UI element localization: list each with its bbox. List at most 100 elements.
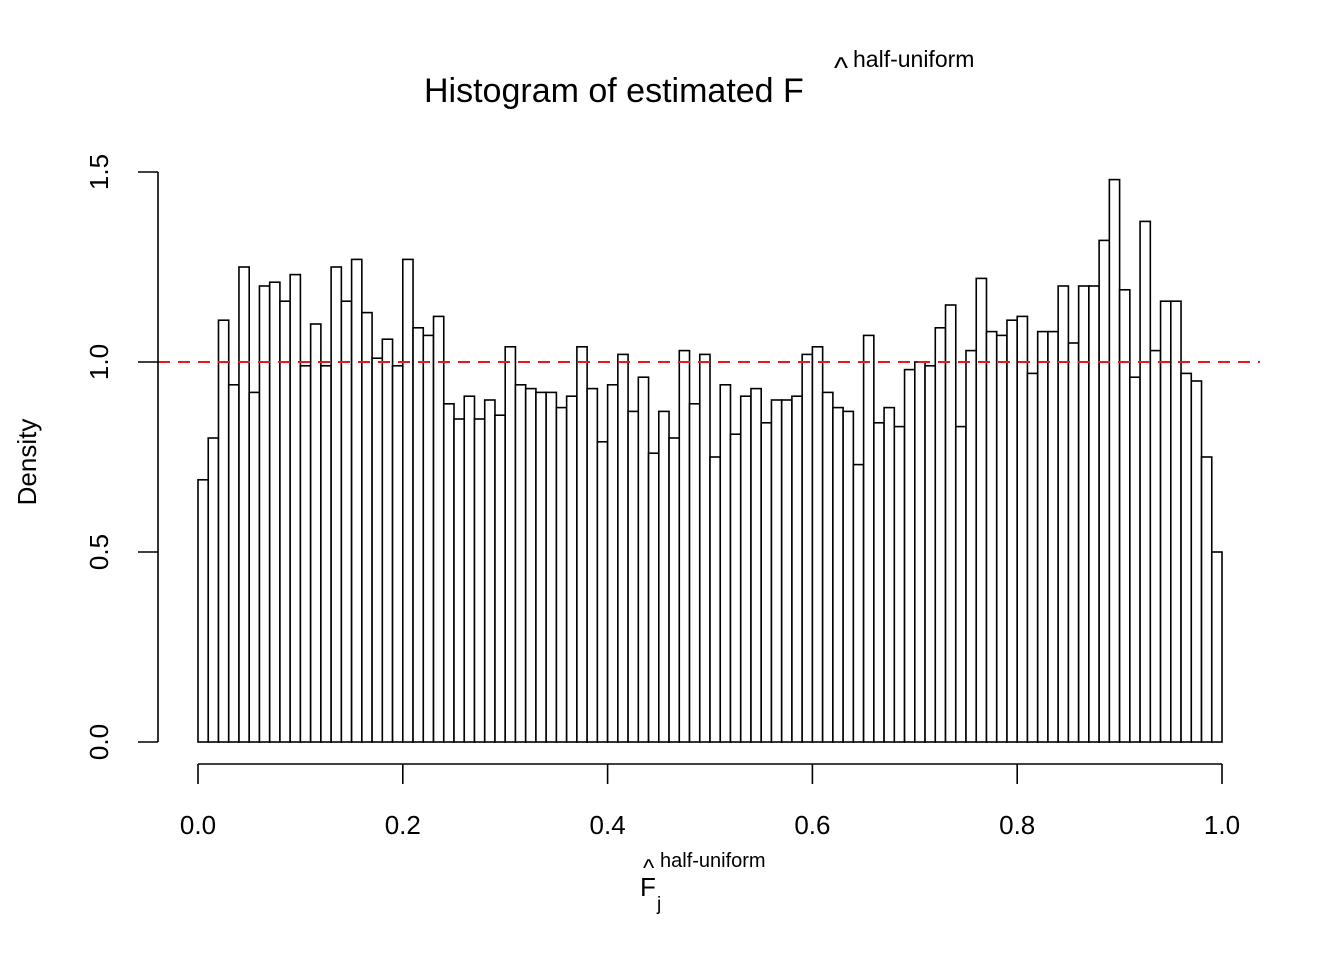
- y-tick-label: 0.0: [84, 724, 114, 760]
- histogram-bar: [412, 326, 425, 743]
- histogram-bar: [309, 323, 322, 743]
- chart-title: Histogram of estimated F: [424, 72, 804, 110]
- histogram-bar: [873, 421, 885, 743]
- histogram-bar: [299, 364, 312, 743]
- histogram-bar: [1006, 319, 1019, 743]
- histogram-bar: [1118, 288, 1131, 743]
- histogram-bar: [1129, 376, 1141, 743]
- histogram-bars: [197, 178, 1223, 743]
- histogram-bar: [1149, 349, 1162, 743]
- chart-title-hat: ^: [834, 52, 848, 85]
- histogram-bar: [934, 326, 947, 743]
- histogram-bar: [565, 395, 578, 743]
- histogram-bar: [1016, 315, 1029, 743]
- histogram-bar: [606, 383, 619, 743]
- histogram-bar: [954, 425, 967, 743]
- histogram-bar: [514, 383, 527, 743]
- histogram-bar: [985, 330, 998, 743]
- histogram-bar: [709, 456, 722, 743]
- chart-title-symbol: F: [783, 72, 804, 110]
- histogram-bar: [350, 258, 363, 743]
- histogram-bar: [1036, 330, 1049, 743]
- histogram-bar: [1210, 551, 1223, 743]
- histogram-bar: [1180, 372, 1193, 743]
- histogram-bar: [391, 364, 404, 743]
- histogram-bar: [903, 368, 916, 743]
- y-axis-label: Density: [12, 419, 42, 506]
- histogram-bar: [719, 383, 732, 743]
- histogram-bar: [422, 334, 435, 743]
- histogram-bar: [463, 395, 476, 743]
- x-tick-label: 0.0: [180, 810, 216, 840]
- histogram-bar: [1139, 220, 1152, 743]
- histogram-bar: [535, 391, 547, 743]
- chart-title-main: Histogram of estimated: [424, 72, 783, 110]
- histogram-bar: [207, 437, 220, 743]
- histogram-bar: [995, 334, 1008, 743]
- histogram-bar: [883, 406, 896, 743]
- histogram-bar: [852, 463, 865, 743]
- histogram-bar: [975, 277, 988, 743]
- y-axis: 0.0 0.5 1.0 1.5: [84, 154, 159, 760]
- histogram-bar: [811, 345, 824, 743]
- y-tick-label: 0.5: [84, 534, 114, 570]
- histogram-bar: [760, 421, 773, 743]
- histogram-bar: [739, 395, 752, 743]
- histogram-bar: [1108, 178, 1121, 743]
- x-axis-label-hat: ^: [643, 855, 655, 882]
- chart-title-superscript: half-uniform: [853, 46, 974, 72]
- histogram-bar: [791, 395, 803, 743]
- histogram-bar: [688, 402, 701, 743]
- histogram-bar: [268, 281, 281, 743]
- x-tick-label: 0.8: [999, 810, 1035, 840]
- histogram-bar: [330, 266, 343, 743]
- histogram-bar: [586, 387, 599, 743]
- histogram-bar: [678, 349, 691, 743]
- histogram-bar: [453, 418, 466, 743]
- histogram-bar: [227, 383, 240, 743]
- histogram-bar: [432, 315, 445, 743]
- histogram-bar: [893, 425, 906, 743]
- histogram-bar: [842, 410, 855, 743]
- histogram-bar: [617, 353, 629, 743]
- x-axis: 0.0 0.2 0.4 0.6 0.8 1.0: [180, 763, 1240, 840]
- histogram-bar: [821, 391, 834, 743]
- histogram-bar: [1170, 300, 1182, 743]
- y-tick-label: 1.5: [84, 154, 114, 190]
- histogram-bar: [442, 402, 455, 743]
- histogram-bar: [1026, 372, 1039, 743]
- histogram-bar: [371, 357, 384, 743]
- histogram-bar: [729, 433, 742, 743]
- histogram-bar: [913, 361, 926, 743]
- histogram-bar: [494, 414, 506, 743]
- histogram-bar: [832, 406, 844, 743]
- histogram-bar: [320, 364, 332, 743]
- histogram-bar: [780, 399, 793, 743]
- histogram-bar: [944, 304, 957, 743]
- histogram-bar: [596, 440, 609, 743]
- histogram-bar: [647, 452, 660, 743]
- x-tick-label: 0.4: [590, 810, 626, 840]
- x-tick-label: 1.0: [1204, 810, 1240, 840]
- histogram-bar: [381, 338, 394, 743]
- histogram-bar: [279, 300, 291, 743]
- histogram-bar: [576, 345, 588, 743]
- histogram-bar: [1088, 285, 1100, 743]
- histogram-bar: [1098, 239, 1111, 743]
- histogram-bar: [627, 410, 640, 743]
- histogram-bar: [248, 391, 261, 743]
- histogram-bar: [1190, 380, 1203, 743]
- histogram-bar: [217, 319, 230, 743]
- histogram-bar: [668, 437, 681, 743]
- histogram-bar: [657, 410, 670, 743]
- histogram-bar: [637, 376, 650, 743]
- x-axis-label-superscript: half-uniform: [660, 850, 766, 872]
- histogram-bar: [197, 478, 210, 743]
- histogram-bar: [401, 258, 414, 743]
- histogram-bar: [1077, 285, 1090, 743]
- histogram-bar: [483, 399, 496, 743]
- histogram-bar: [289, 273, 302, 743]
- histogram-bar: [473, 418, 486, 743]
- histogram-bar: [862, 334, 875, 743]
